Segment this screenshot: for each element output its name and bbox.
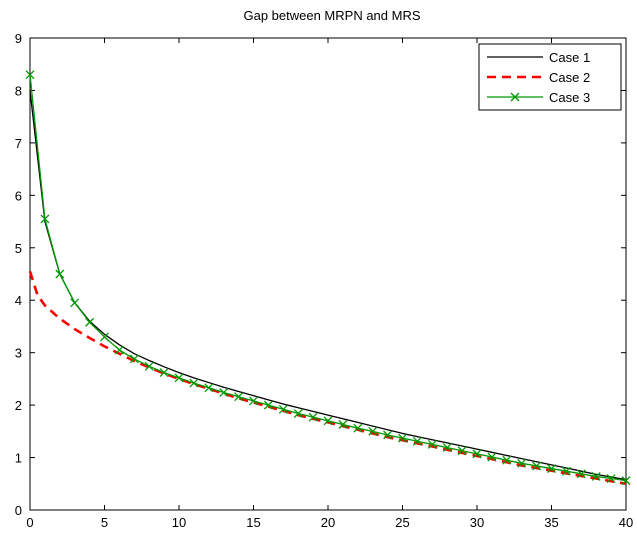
series-3-point xyxy=(174,373,184,383)
series-3-point xyxy=(472,449,482,459)
tick-labels: 0 5 10 15 20 25 30 35 40 0 1 2 3 4 5 6 7 8 9 xyxy=(15,31,633,530)
series-3-point xyxy=(129,354,139,364)
x-tick-label: 15 xyxy=(246,515,260,530)
series-3-point xyxy=(398,433,407,443)
x-tick-label: 25 xyxy=(395,515,409,530)
series-3-point xyxy=(561,466,571,476)
series-3-point xyxy=(144,361,154,371)
series-3-point xyxy=(338,420,348,429)
chart-title: Gap between MRPN and MRS xyxy=(243,8,420,23)
x-tick-label: 35 xyxy=(544,515,558,530)
series-3-point xyxy=(576,469,586,479)
series-3-point xyxy=(591,471,601,481)
x-tick-label: 30 xyxy=(470,515,484,530)
legend-marker-3 xyxy=(510,92,520,102)
series-3-point xyxy=(85,317,95,327)
legend-label-1: Case 1 xyxy=(549,50,590,65)
y-tick-label: 0 xyxy=(15,503,22,518)
series-3-point xyxy=(263,400,273,410)
series-3-point xyxy=(234,392,244,402)
series-3-point xyxy=(517,458,527,468)
series-3-point xyxy=(547,464,556,474)
series-3-point xyxy=(532,461,542,471)
y-tick-label: 7 xyxy=(15,136,22,151)
y-tick-label: 3 xyxy=(15,346,22,361)
series-lines xyxy=(25,70,631,486)
series-3-point xyxy=(40,214,50,224)
y-tick-label: 4 xyxy=(15,293,22,308)
series-3-point xyxy=(383,430,393,440)
y-tick-label: 9 xyxy=(15,31,22,46)
series-3-point xyxy=(55,269,65,279)
y-tick-label: 1 xyxy=(15,451,22,466)
legend: Case 1 Case 2 Case 3 xyxy=(478,43,622,111)
series-3-point xyxy=(442,443,452,453)
series-3-point xyxy=(412,436,422,446)
x-tick-label: 40 xyxy=(619,515,633,530)
x-tick-label: 20 xyxy=(321,515,335,530)
legend-label-3: Case 3 xyxy=(549,90,590,105)
axis-ticks xyxy=(29,37,627,511)
series-3-point xyxy=(502,455,512,465)
y-tick-label: 6 xyxy=(15,188,22,203)
x-tick-label: 10 xyxy=(172,515,186,530)
legend-label-2: Case 2 xyxy=(549,70,590,85)
series-3-point xyxy=(204,383,214,393)
series-3-point xyxy=(457,446,467,456)
x-tick-label: 0 xyxy=(26,515,33,530)
series-3-point xyxy=(25,70,35,80)
x-tick-label: 5 xyxy=(101,515,108,530)
series-3-point xyxy=(487,452,497,462)
y-tick-label: 5 xyxy=(15,241,22,256)
plot-area xyxy=(29,37,627,511)
series-3-point xyxy=(249,396,258,406)
series-line-1 xyxy=(29,90,627,481)
series-3-point xyxy=(323,416,333,426)
series-3-point xyxy=(219,388,229,397)
series-3-point xyxy=(368,426,378,436)
series-3-point xyxy=(308,412,318,422)
series-3-point xyxy=(606,474,616,483)
series-3-point xyxy=(293,409,303,418)
series-3-point xyxy=(427,439,437,449)
y-tick-label: 8 xyxy=(15,83,22,98)
series-3-point xyxy=(278,404,288,414)
y-tick-label: 2 xyxy=(15,398,22,413)
series-3-point xyxy=(70,298,80,308)
series-3-point xyxy=(621,476,631,486)
series-3-point xyxy=(100,332,109,342)
series-3-point xyxy=(189,378,199,388)
series-3-point xyxy=(353,423,363,433)
series-3-point xyxy=(159,368,169,378)
series-3-point xyxy=(114,345,124,355)
